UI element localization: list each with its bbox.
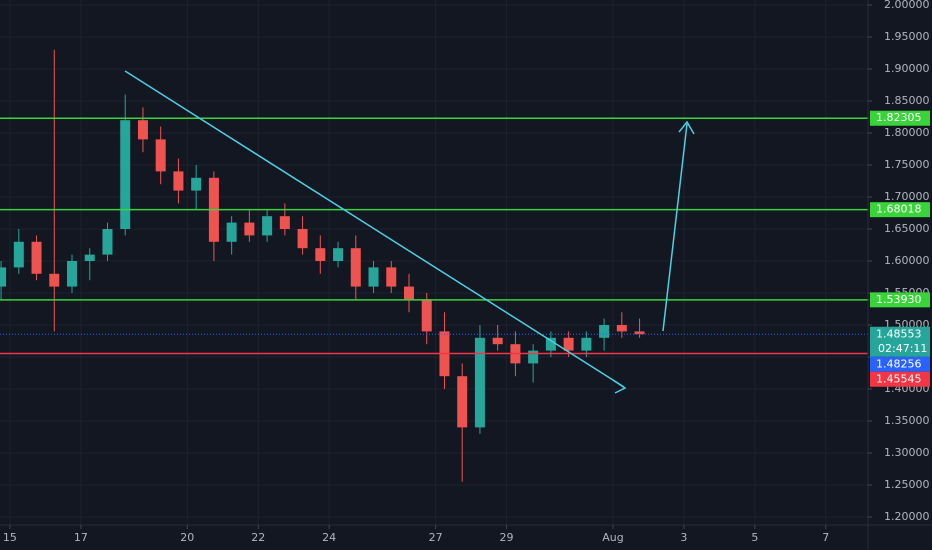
- price-tag: [870, 110, 930, 126]
- candle-body: [262, 216, 273, 236]
- price-tag-label: 1.68018: [876, 203, 922, 216]
- candle-body: [173, 171, 184, 191]
- price-tag-label: 1.45545: [876, 372, 922, 385]
- candle-body: [492, 337, 503, 345]
- candle-body: [563, 337, 574, 351]
- candle-body: [0, 267, 7, 287]
- candle-body: [333, 248, 344, 261]
- price-tag-label: 1.48256: [876, 357, 922, 370]
- candle-body: [634, 331, 645, 335]
- y-tick-label: 1.30000: [884, 446, 930, 459]
- candle-body: [67, 260, 78, 287]
- candle-body: [297, 228, 308, 249]
- x-tick-label: 17: [74, 531, 88, 544]
- candle-body: [155, 139, 166, 172]
- y-tick-label: 1.75000: [884, 158, 930, 171]
- candle-body: [457, 376, 468, 428]
- y-tick-label: 1.90000: [884, 62, 930, 75]
- candle-body: [474, 337, 485, 428]
- candle-body: [368, 267, 379, 287]
- candle-body: [599, 324, 610, 338]
- countdown: 02:47:11: [878, 342, 927, 355]
- y-tick-label: 1.85000: [884, 94, 930, 107]
- candle-body: [244, 222, 255, 236]
- y-tick-label: 2.00000: [884, 0, 930, 11]
- price-tag-label: 1.48553: [876, 327, 922, 340]
- arrow-head: [678, 120, 695, 135]
- x-tick-label: 29: [500, 531, 514, 544]
- x-tick-label: 7: [822, 531, 829, 544]
- price-tag: [870, 356, 930, 372]
- x-tick-label: 20: [180, 531, 194, 544]
- candle-body: [84, 254, 95, 261]
- candle-body: [191, 177, 202, 191]
- y-tick-label: 1.95000: [884, 30, 930, 43]
- x-tick-label: 15: [3, 531, 17, 544]
- target-arrow: [662, 123, 688, 332]
- candle-body: [120, 120, 131, 229]
- candle-body: [279, 216, 290, 229]
- price-tag: [870, 371, 930, 387]
- y-tick-label: 1.80000: [884, 126, 930, 139]
- y-tick-label: 1.65000: [884, 222, 930, 235]
- price-tag-label: 1.82305: [876, 111, 922, 124]
- candle-body: [403, 286, 414, 300]
- price-tag-label: 1.53930: [876, 293, 922, 306]
- candle-body: [545, 337, 556, 351]
- candle-body: [581, 337, 592, 351]
- x-tick-label: 22: [251, 531, 265, 544]
- price-tag: [870, 202, 930, 218]
- x-tick-label: 5: [751, 531, 758, 544]
- y-tick-label: 1.25000: [884, 478, 930, 491]
- candle-body: [102, 228, 113, 255]
- candle-body: [137, 120, 148, 140]
- plot: [0, 49, 868, 482]
- trend-line: [124, 70, 625, 388]
- candle-body: [13, 241, 24, 268]
- y-tick-label: 1.70000: [884, 190, 930, 203]
- x-tick-label: 3: [680, 531, 687, 544]
- y-tick-label: 1.20000: [884, 510, 930, 523]
- candle-body: [226, 222, 237, 242]
- x-tick-label: 24: [322, 531, 336, 544]
- x-tick-label: Aug: [602, 531, 623, 544]
- y-tick-label: 1.60000: [884, 254, 930, 267]
- y-tick-label: 1.35000: [884, 414, 930, 427]
- price-tag: [870, 326, 930, 357]
- candle-body: [49, 273, 60, 287]
- grid: [0, 0, 868, 525]
- candle-body: [31, 241, 42, 274]
- candle-body: [315, 248, 326, 261]
- x-tick-label: 27: [429, 531, 443, 544]
- drawings: [124, 70, 695, 394]
- candle-body: [528, 350, 539, 364]
- candle-body: [421, 299, 432, 332]
- arrow-head: [612, 379, 627, 394]
- axes: 1.200001.250001.300001.350001.400001.450…: [3, 0, 930, 544]
- candle-body: [386, 267, 397, 287]
- price-tag: [870, 292, 930, 308]
- candle-body: [350, 248, 361, 287]
- candle-body: [616, 324, 627, 332]
